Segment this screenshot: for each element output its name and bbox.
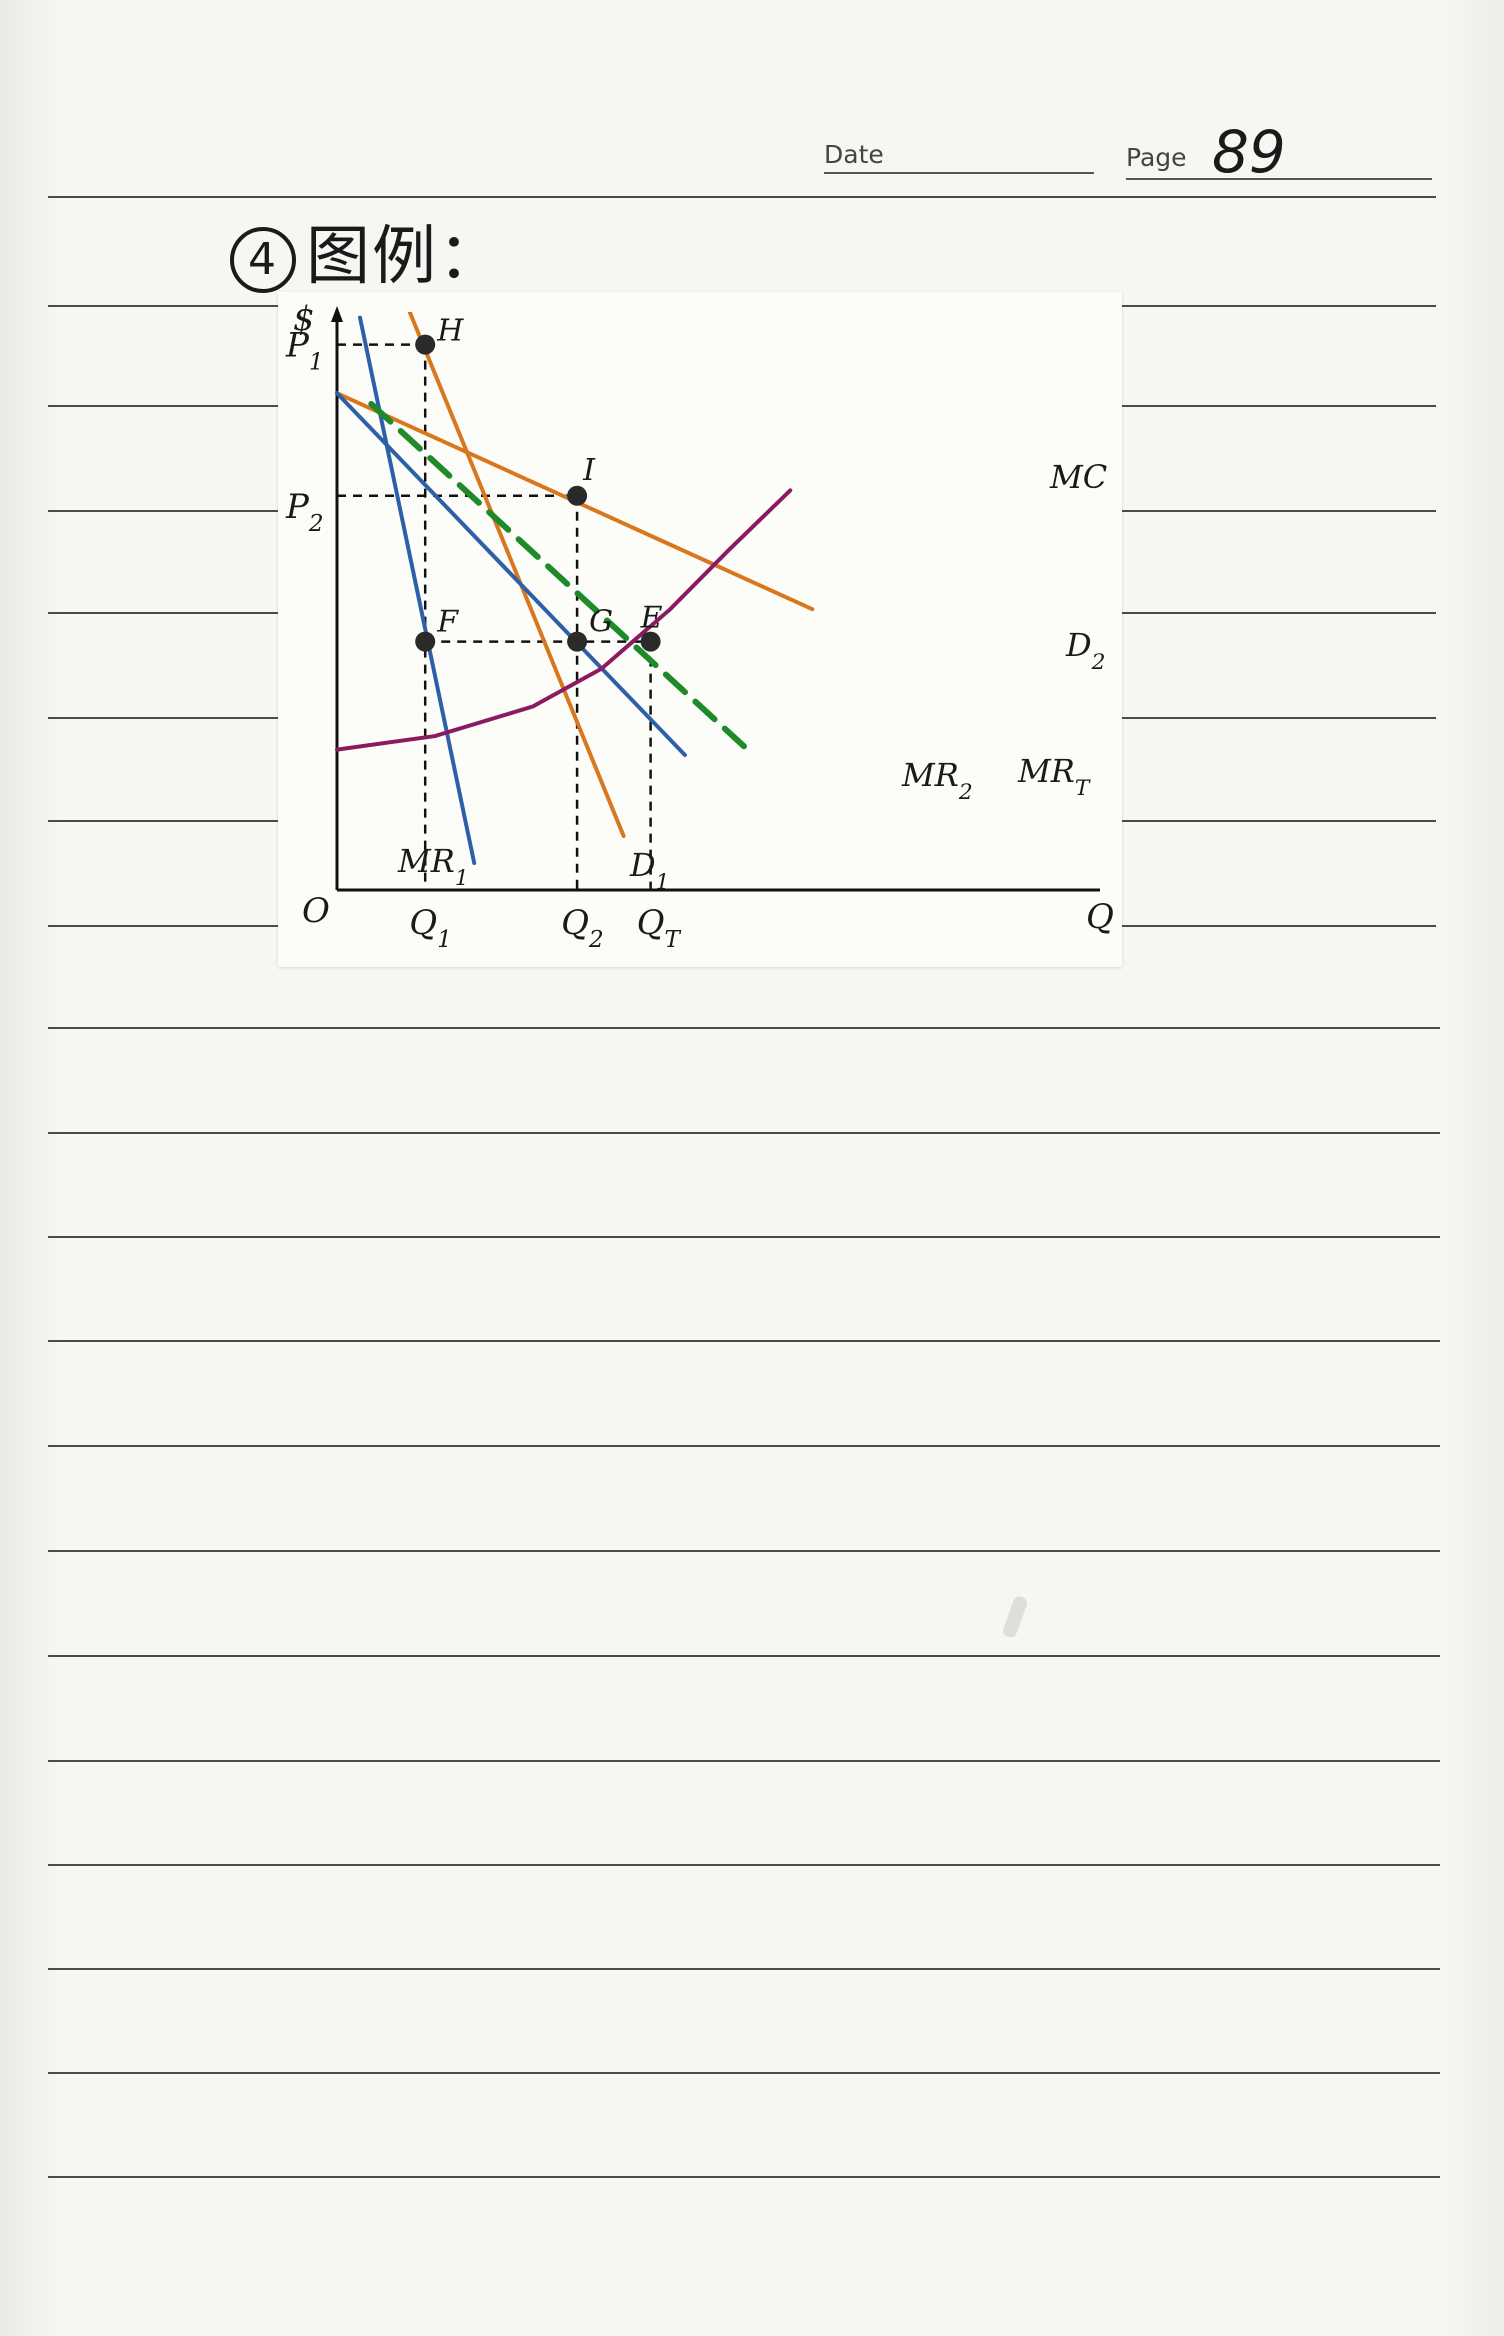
ruled-line [48,1968,1440,1970]
series-label-d2: D2 [1065,626,1106,675]
ruled-line [48,1132,1440,1134]
point-g [567,631,588,652]
heading-text: 图例： [306,220,504,294]
series-line-mrt [368,401,757,758]
origin-label: O [302,891,330,931]
point-i [567,485,588,506]
series-line-d1 [407,312,626,838]
ruled-line [48,1864,1440,1866]
ruled-line [48,1760,1440,1762]
series-label-mr1: MR1 [397,842,469,891]
series-line-mc [335,488,793,752]
point-label-i: I [582,453,596,488]
date-underline [824,172,1094,174]
point-label-f: F [436,605,459,640]
series-line-mr1 [358,315,477,865]
series-label-mrt: MRT [1017,752,1091,801]
x-tick-label-q2: Q2 [561,903,604,953]
point-label-h: H [436,314,464,349]
heading-number: 4 [230,227,296,294]
x-tick-label-qt: QT [637,903,682,953]
page-underline [1126,178,1432,180]
x-axis-label: Q [1086,897,1114,937]
y-axis-label: $ [293,299,315,339]
section-heading: 4 图例： [230,205,504,297]
ruled-line [48,1027,1440,1029]
point-h [415,334,436,355]
y-tick-label-p1: P1 [285,326,324,376]
economics-chart: $ Q O P1 P2 Q1 Q2 QT H I F G E D1 D2 MR1 MR2 MRT MC [285,299,1114,953]
ruled-line [48,196,1436,198]
ruled-line [48,1655,1440,1657]
series-label-mc: MC [1049,458,1107,496]
x-tick-label-q1: Q1 [409,903,452,953]
point-label-e: E [640,601,663,636]
point-f [415,631,436,652]
page-number: 89 [1212,118,1286,186]
ruled-line [48,1340,1440,1342]
ruled-line [48,1236,1440,1238]
y-axis-arrow [331,306,343,322]
ruled-line [48,1445,1440,1447]
pasted-chart-card: $ Q O P1 P2 Q1 Q2 QT H I F G E D1 D2 MR1 MR2 MRT MC [278,292,1122,967]
ruled-line [48,2072,1440,2074]
date-label: Date [824,140,884,169]
point-label-g: G [589,605,613,640]
series-label-d1: D1 [629,846,670,895]
y-tick-label-p2: P2 [285,487,324,537]
paper-smudge [1001,1594,1029,1640]
series-line-mr2 [335,391,687,757]
series-label-mr2: MR2 [901,756,973,805]
ruled-line [48,2176,1440,2178]
page-label: Page [1126,143,1187,172]
point-e [640,631,661,652]
ruled-line [48,1550,1440,1552]
